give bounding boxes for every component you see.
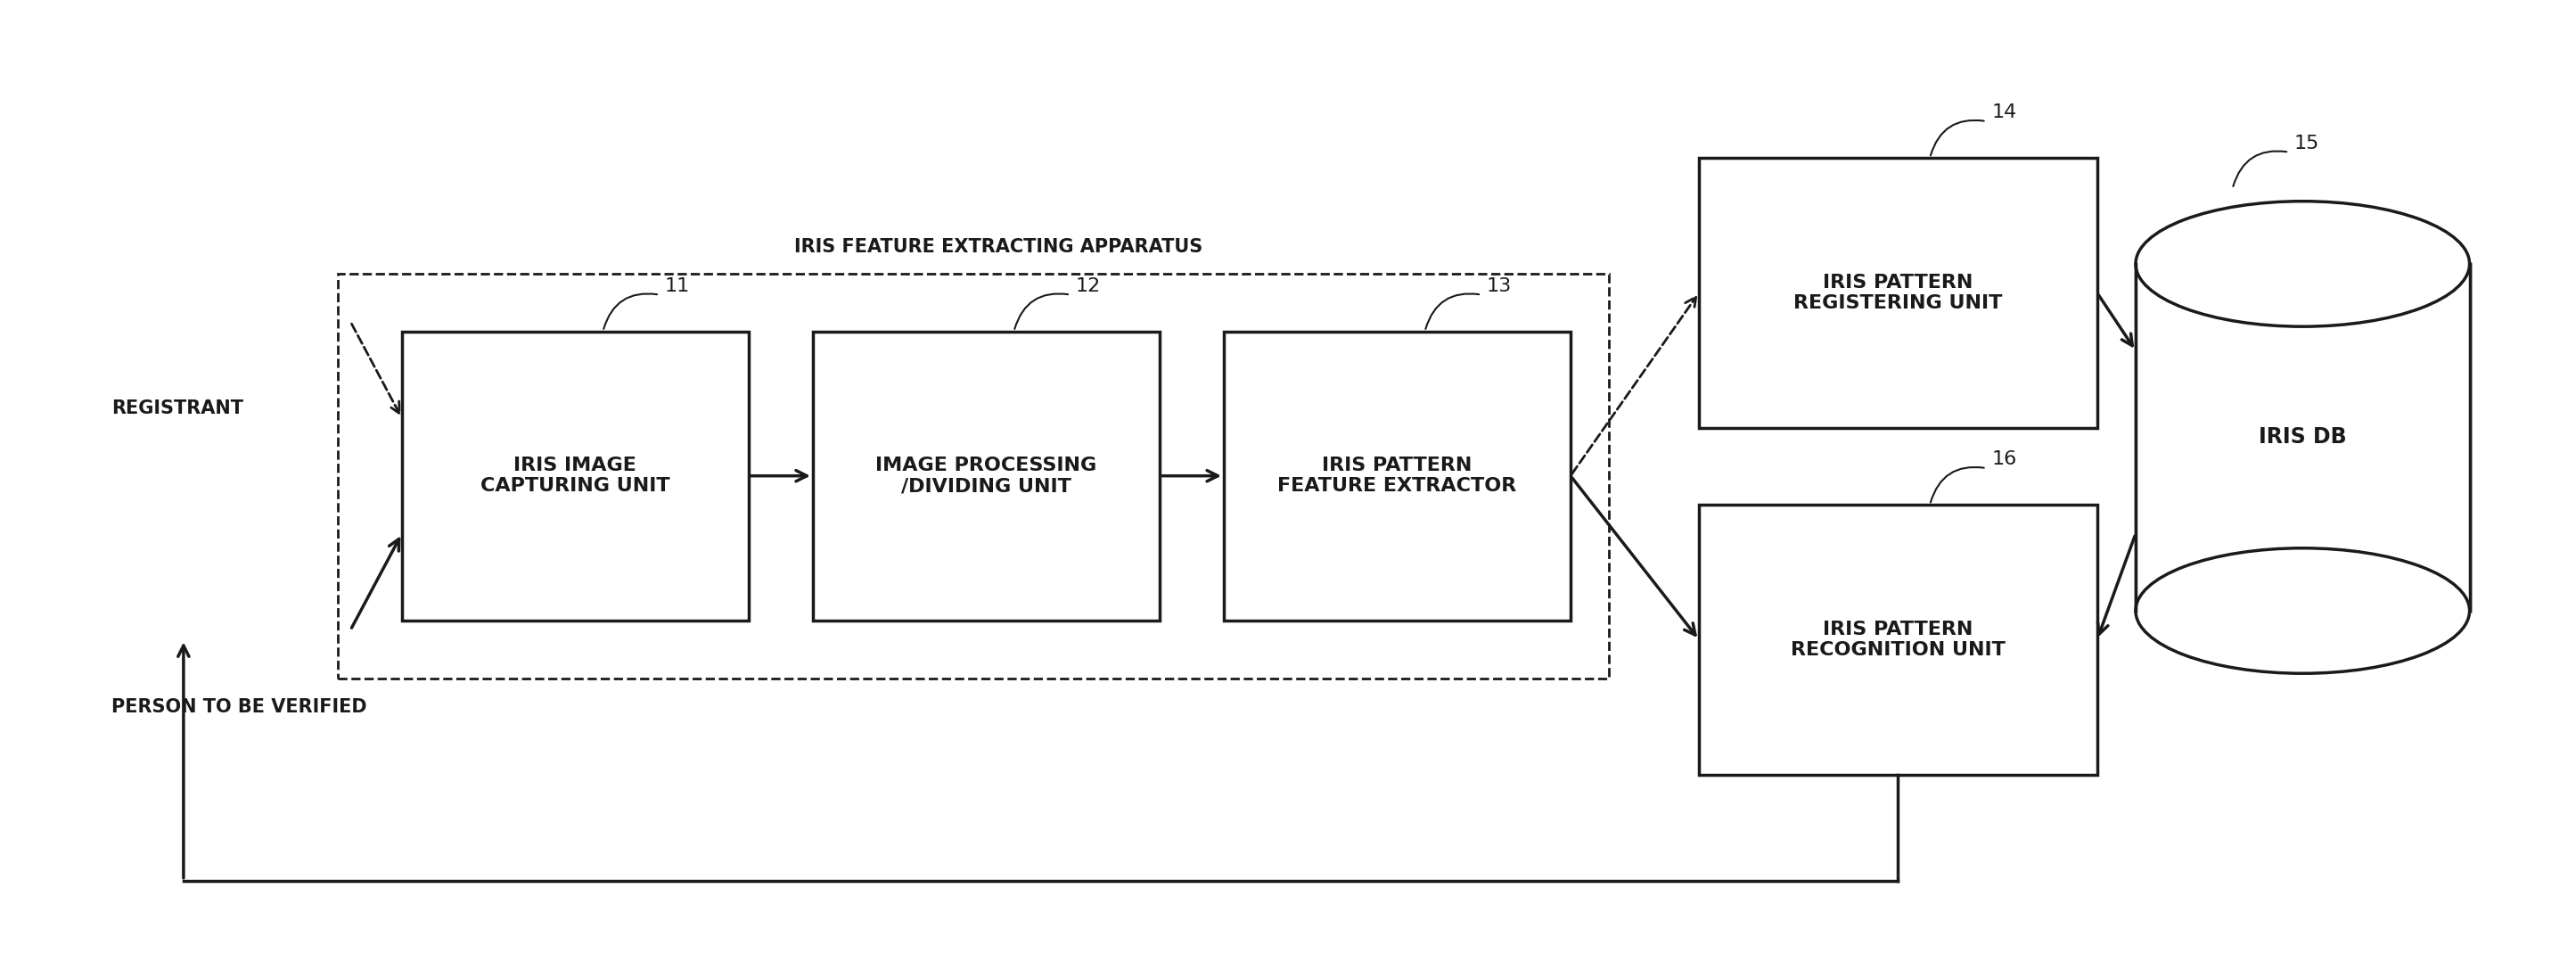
Text: IRIS FEATURE EXTRACTING APPARATUS: IRIS FEATURE EXTRACTING APPARATUS: [793, 238, 1203, 256]
Text: IRIS PATTERN
RECOGNITION UNIT: IRIS PATTERN RECOGNITION UNIT: [1790, 620, 2004, 659]
Text: IRIS PATTERN
REGISTERING UNIT: IRIS PATTERN REGISTERING UNIT: [1793, 274, 2002, 312]
Text: 14: 14: [1991, 104, 2017, 121]
Text: IMAGE PROCESSING
/DIVIDING UNIT: IMAGE PROCESSING /DIVIDING UNIT: [876, 456, 1097, 495]
Text: REGISTRANT: REGISTRANT: [111, 399, 245, 418]
Text: IRIS PATTERN
FEATURE EXTRACTOR: IRIS PATTERN FEATURE EXTRACTOR: [1278, 456, 1517, 495]
Bar: [337, 274, 1610, 678]
Bar: [814, 331, 1159, 620]
Bar: [1700, 158, 2097, 427]
Text: 12: 12: [1077, 277, 1100, 295]
Text: 16: 16: [1991, 451, 2017, 468]
Bar: [2136, 264, 2470, 611]
Text: IRIS IMAGE
CAPTURING UNIT: IRIS IMAGE CAPTURING UNIT: [482, 456, 670, 495]
Bar: [1700, 505, 2097, 775]
Ellipse shape: [2136, 549, 2470, 674]
Text: 11: 11: [665, 277, 690, 295]
Text: 15: 15: [2295, 134, 2318, 152]
Bar: [402, 331, 750, 620]
Text: 13: 13: [1486, 277, 1512, 295]
Text: IRIS DB: IRIS DB: [2259, 426, 2347, 448]
Bar: [1224, 331, 1571, 620]
Ellipse shape: [2136, 201, 2470, 326]
Text: PERSON TO BE VERIFIED: PERSON TO BE VERIFIED: [111, 698, 366, 716]
